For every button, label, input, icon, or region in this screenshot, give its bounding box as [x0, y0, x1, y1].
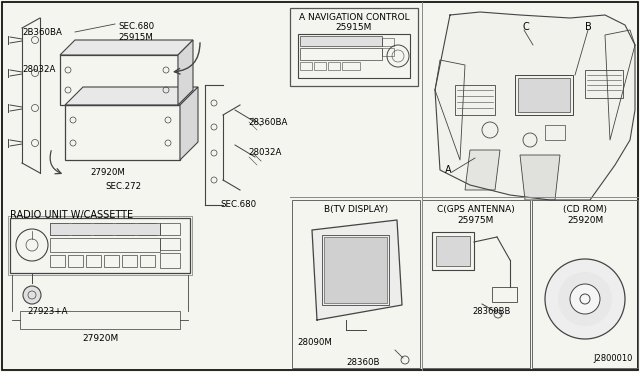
Bar	[422, 200, 530, 368]
Bar	[518, 78, 570, 112]
Bar	[50, 223, 160, 235]
Bar	[455, 85, 495, 115]
Bar	[50, 255, 65, 267]
Bar	[300, 36, 382, 46]
Polygon shape	[312, 220, 402, 320]
Bar	[94, 223, 112, 235]
Text: 27920M: 27920M	[90, 168, 125, 177]
Text: 27923+A: 27923+A	[27, 307, 67, 316]
Text: C(GPS ANTENNA): C(GPS ANTENNA)	[437, 205, 515, 214]
Text: A: A	[445, 165, 452, 175]
Bar	[68, 255, 83, 267]
Bar	[160, 253, 180, 268]
Text: B: B	[585, 22, 592, 32]
Polygon shape	[180, 87, 198, 160]
Text: 28360BB: 28360BB	[472, 307, 510, 316]
Bar	[50, 223, 68, 235]
Text: SEC.272: SEC.272	[105, 182, 141, 191]
Bar	[328, 62, 340, 70]
Bar	[8, 216, 192, 275]
Text: 28360BA: 28360BA	[248, 118, 287, 127]
Text: 25915M: 25915M	[336, 23, 372, 32]
Bar	[382, 48, 394, 56]
Polygon shape	[65, 87, 198, 105]
Text: 28032A: 28032A	[22, 65, 56, 74]
Bar	[324, 237, 387, 303]
Text: SEC.680: SEC.680	[118, 22, 154, 31]
Bar	[314, 62, 326, 70]
Bar	[342, 62, 360, 70]
Text: C: C	[523, 22, 530, 32]
Bar	[382, 38, 394, 46]
Polygon shape	[435, 12, 635, 200]
Text: SEC.680: SEC.680	[220, 200, 256, 209]
Bar	[140, 255, 155, 267]
Bar	[138, 223, 156, 235]
Circle shape	[23, 286, 41, 304]
Bar	[10, 218, 190, 273]
Bar	[122, 255, 137, 267]
Bar	[72, 223, 90, 235]
Bar	[492, 287, 517, 302]
Circle shape	[558, 272, 612, 326]
Text: 28360B: 28360B	[346, 358, 380, 367]
Bar	[290, 8, 418, 86]
Bar	[298, 34, 410, 78]
Bar	[50, 238, 160, 252]
Polygon shape	[60, 40, 193, 55]
Bar	[300, 48, 382, 60]
Bar	[65, 105, 180, 160]
Bar	[104, 255, 119, 267]
Text: 25975M: 25975M	[458, 216, 494, 225]
Text: A NAVIGATION CONTROL: A NAVIGATION CONTROL	[299, 13, 410, 22]
Bar	[436, 236, 470, 266]
Bar	[545, 125, 565, 140]
Text: RADIO UNIT W/CASSETTE: RADIO UNIT W/CASSETTE	[10, 210, 133, 220]
Bar	[322, 235, 389, 305]
Polygon shape	[178, 40, 193, 105]
Polygon shape	[520, 155, 560, 200]
Bar	[515, 75, 573, 115]
Text: 25920M: 25920M	[567, 216, 603, 225]
Bar	[292, 200, 420, 368]
Text: 25915M: 25915M	[118, 33, 153, 42]
Circle shape	[545, 259, 625, 339]
Bar	[20, 311, 180, 329]
Bar	[300, 62, 312, 70]
Bar	[585, 70, 623, 98]
Text: 27920M: 27920M	[82, 334, 118, 343]
Bar	[160, 238, 180, 250]
Circle shape	[570, 284, 600, 314]
Bar	[116, 223, 134, 235]
Bar	[432, 232, 474, 270]
Bar	[86, 255, 101, 267]
Bar	[532, 200, 638, 368]
Text: B(TV DISPLAY): B(TV DISPLAY)	[324, 205, 388, 214]
Text: 28090M: 28090M	[297, 338, 332, 347]
Text: (CD ROM): (CD ROM)	[563, 205, 607, 214]
Bar	[160, 223, 180, 235]
Text: J2800010: J2800010	[594, 354, 633, 363]
Text: 2B360BA: 2B360BA	[22, 28, 62, 37]
Text: 28032A: 28032A	[248, 148, 282, 157]
Bar	[60, 55, 178, 105]
Polygon shape	[465, 150, 500, 190]
